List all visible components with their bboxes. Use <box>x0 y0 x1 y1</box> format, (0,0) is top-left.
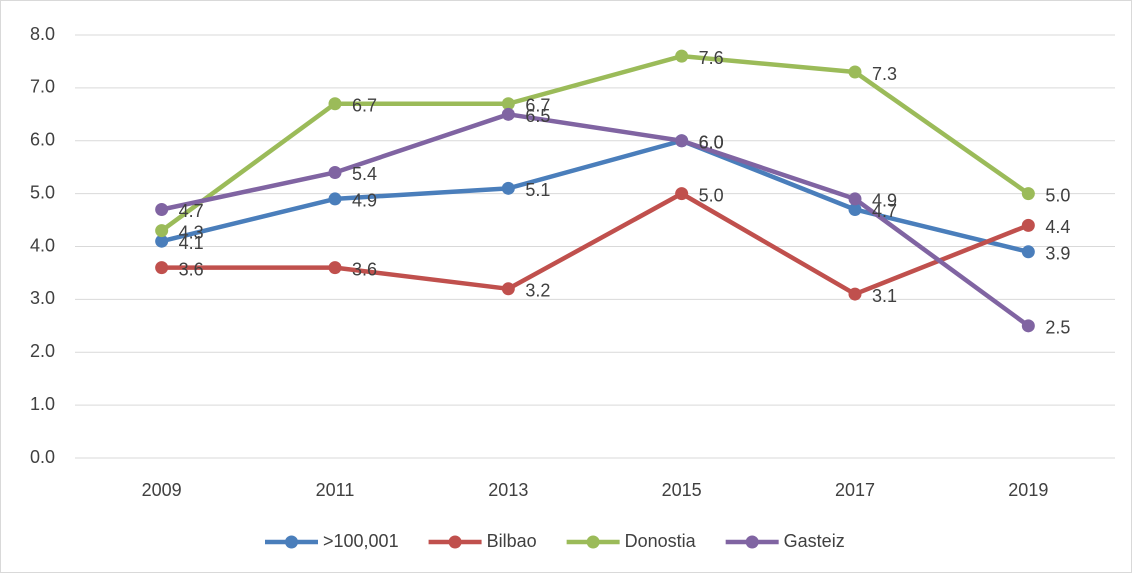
y-tick-label: 5.0 <box>30 182 55 202</box>
data-point <box>328 165 342 179</box>
y-tick-label: 3.0 <box>30 288 55 308</box>
data-point <box>675 134 689 148</box>
data-label: 3.6 <box>352 259 377 279</box>
data-point <box>501 282 515 296</box>
y-tick-label: 7.0 <box>30 77 55 97</box>
y-tick-label: 6.0 <box>30 130 55 150</box>
data-label: 6.0 <box>699 133 724 153</box>
legend-label: Donostia <box>625 531 697 551</box>
data-point <box>675 187 689 201</box>
data-point <box>1021 319 1035 333</box>
x-tick-label: 2011 <box>316 480 355 500</box>
legend-marker <box>745 535 759 549</box>
data-label: 5.0 <box>699 185 724 205</box>
legend-label: Bilbao <box>487 531 537 551</box>
series-line <box>161 112 1030 328</box>
data-label: 4.1 <box>179 233 204 253</box>
data-label: 6.0 <box>699 133 724 153</box>
data-label: 6.7 <box>352 95 377 115</box>
y-tick-label: 4.0 <box>30 235 55 255</box>
x-tick-label: 2019 <box>1008 480 1048 500</box>
x-tick-label: 2017 <box>835 480 875 500</box>
x-tick-label: 2013 <box>488 480 528 500</box>
y-tick-label: 1.0 <box>30 394 55 414</box>
data-label: 3.1 <box>872 286 897 306</box>
data-point <box>155 261 169 275</box>
data-point <box>501 181 515 195</box>
data-point <box>328 192 342 206</box>
y-tick-label: 0.0 <box>30 447 55 467</box>
data-label: 7.3 <box>872 64 897 84</box>
data-point <box>501 107 515 121</box>
data-point <box>1021 187 1035 201</box>
legend-marker <box>586 535 600 549</box>
series-line <box>161 138 1029 254</box>
legend-label: Gasteiz <box>784 531 845 551</box>
data-point <box>328 261 342 275</box>
data-label: 4.7 <box>872 201 897 221</box>
data-point <box>848 202 862 216</box>
data-point <box>155 234 169 248</box>
data-label: 2.5 <box>1045 318 1070 338</box>
y-tick-label: 8.0 <box>30 24 55 44</box>
x-tick-label: 2009 <box>142 480 182 500</box>
data-label: 5.1 <box>525 180 550 200</box>
data-point <box>328 97 342 111</box>
data-point <box>1021 245 1035 259</box>
data-point <box>155 224 169 238</box>
legend-marker <box>448 535 462 549</box>
data-point <box>848 192 862 206</box>
y-tick-label: 2.0 <box>30 341 55 361</box>
data-point <box>1021 218 1035 232</box>
data-label: 4.4 <box>1045 217 1070 237</box>
data-point <box>848 65 862 79</box>
data-label: 5.0 <box>1045 185 1070 205</box>
data-label: 4.9 <box>872 191 897 211</box>
data-label: 4.3 <box>179 222 204 242</box>
data-label: 7.6 <box>699 48 724 68</box>
data-label: 6.5 <box>525 106 550 126</box>
data-point <box>501 97 515 111</box>
data-label: 5.4 <box>352 164 377 184</box>
data-point <box>675 49 689 63</box>
legend-marker <box>285 535 298 549</box>
data-label: 3.2 <box>525 281 550 301</box>
data-label: 3.6 <box>179 259 204 279</box>
data-point <box>848 287 862 301</box>
data-label: 4.7 <box>179 201 204 221</box>
data-point <box>155 202 169 216</box>
x-tick-label: 2015 <box>662 480 702 500</box>
series-line <box>161 191 1030 297</box>
data-label: 3.9 <box>1045 244 1070 264</box>
series-line <box>160 53 1030 233</box>
legend-label: >100,001 <box>323 531 399 551</box>
data-label: 4.9 <box>352 191 377 211</box>
data-label: 6.7 <box>525 95 550 115</box>
